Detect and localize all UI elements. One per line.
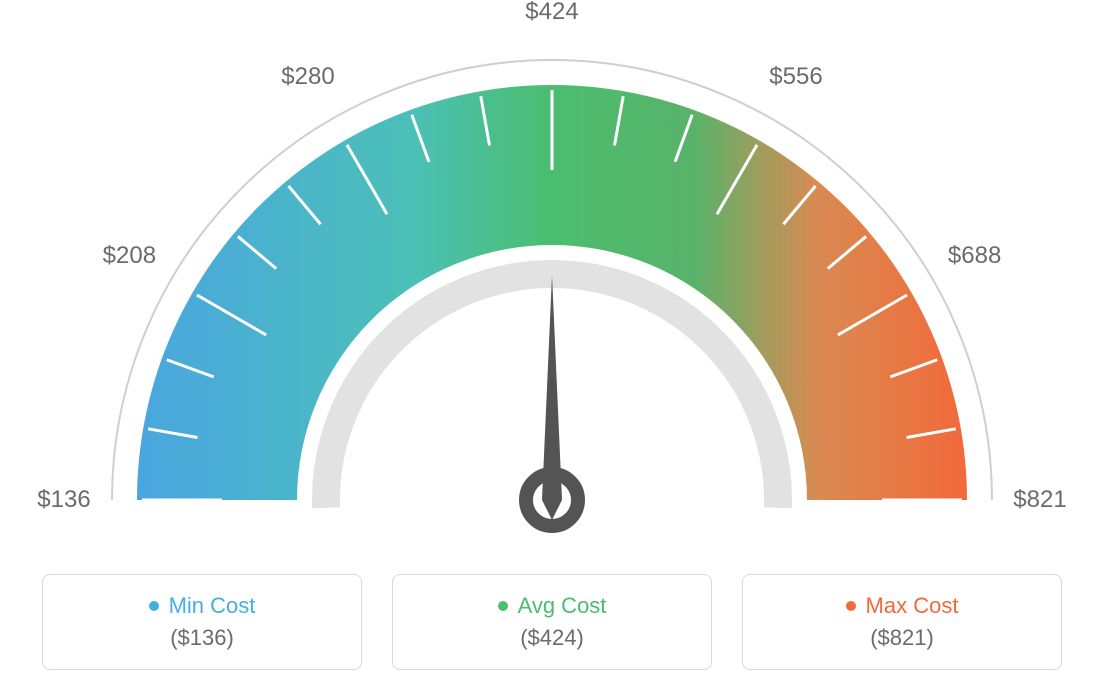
gauge-svg (0, 0, 1104, 560)
legend-avg: Avg Cost ($424) (392, 574, 712, 670)
legend-min-title: Min Cost (149, 593, 256, 619)
gauge-tick-label: $280 (281, 63, 334, 91)
gauge-chart: $136 $208 $280 $424 $556 $688 $821 (0, 0, 1104, 560)
gauge-tick-label: $688 (948, 242, 1001, 270)
legend-min: Min Cost ($136) (42, 574, 362, 670)
legend-max-value: ($821) (870, 625, 934, 651)
legend-max-title: Max Cost (846, 593, 959, 619)
legend-min-dot (149, 601, 159, 611)
legend-max-label: Max Cost (866, 593, 959, 619)
legend-avg-dot (498, 601, 508, 611)
gauge-tick-label: $208 (103, 242, 156, 270)
gauge-tick-label: $424 (525, 0, 578, 26)
legend-max: Max Cost ($821) (742, 574, 1062, 670)
gauge-tick-label: $136 (37, 486, 90, 514)
legend-avg-value: ($424) (520, 625, 584, 651)
legend-avg-title: Avg Cost (498, 593, 607, 619)
legend-avg-label: Avg Cost (518, 593, 607, 619)
legend-max-dot (846, 601, 856, 611)
legend-min-label: Min Cost (169, 593, 256, 619)
legend-row: Min Cost ($136) Avg Cost ($424) Max Cost… (0, 574, 1104, 670)
legend-min-value: ($136) (170, 625, 234, 651)
gauge-tick-label: $556 (769, 63, 822, 91)
gauge-tick-label: $821 (1013, 486, 1066, 514)
